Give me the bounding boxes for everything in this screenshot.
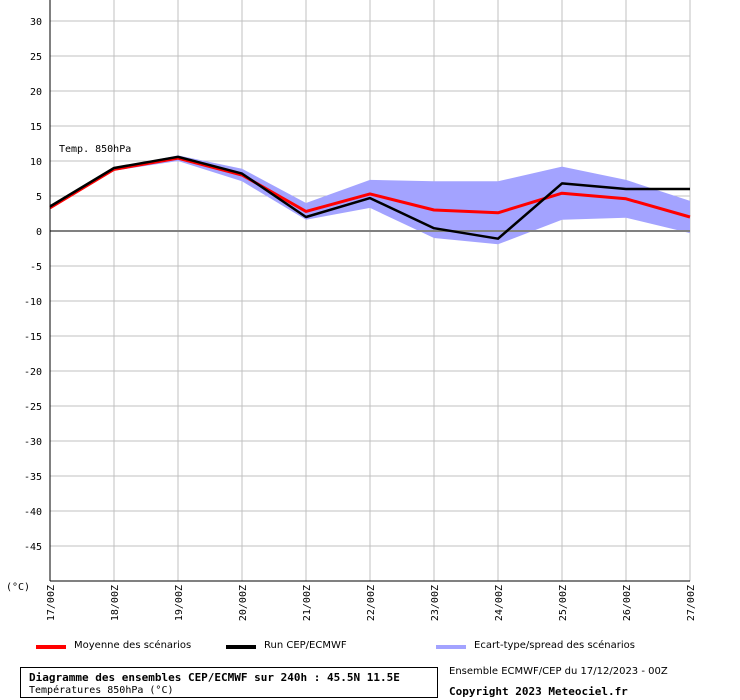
x-tick-label: 27/00Z [686, 585, 697, 621]
axes [49, 0, 690, 582]
y-tick-label: -15 [24, 332, 42, 343]
legend-spread-label: Ecart-type/spread des scénarios [474, 640, 635, 651]
run-series-line [49, 155, 690, 240]
x-tick-label: 18/00Z [110, 585, 121, 621]
y-tick-label: -40 [24, 507, 42, 518]
y-tick-label: 30 [30, 17, 42, 28]
y-tick-label: 0 [36, 227, 42, 238]
x-tick-label: 21/00Z [302, 585, 313, 621]
copyright: Copyright 2023 Meteociel.fr [449, 685, 628, 698]
x-tick-labels: 17/00Z 18/00Z 19/00Z 20/00Z 21/00Z 22/00Z 23/0… [46, 585, 697, 621]
y-tick-label: -30 [24, 437, 42, 448]
y-unit-label: (°C) [6, 582, 30, 593]
y-tick-label: -20 [24, 367, 42, 378]
info-box: Diagramme des ensembles CEP/ECMWF sur 24… [20, 667, 438, 698]
x-tick-label: 19/00Z [174, 585, 185, 621]
ensemble-chart: 30 25 20 15 10 5 0 -5 -10 -15 -20 -25 -30 -35 -40 -45 1… [6, 0, 697, 621]
y-tick-label: -5 [30, 262, 42, 273]
mean-series-line [49, 156, 691, 219]
y-tick-label: 25 [30, 52, 42, 63]
run-info: Ensemble ECMWF/CEP du 17/12/2023 - 00Z [449, 666, 668, 677]
x-tick-label: 24/00Z [494, 585, 505, 621]
x-tick-label: 22/00Z [366, 585, 377, 621]
legend-run-label: Run CEP/ECMWF [264, 640, 347, 651]
y-tick-label: -10 [24, 297, 42, 308]
y-tick-label: -35 [24, 472, 42, 483]
legend-mean-swatch [36, 645, 66, 649]
spread-band [50, 155, 690, 245]
x-tick-label: 25/00Z [558, 585, 569, 621]
y-tick-label: 20 [30, 87, 42, 98]
x-tick-label: 23/00Z [430, 585, 441, 621]
y-tick-label: 10 [30, 157, 42, 168]
legend-mean-label: Moyenne des scénarios [74, 640, 192, 651]
legend-spread-swatch [436, 645, 466, 649]
chart-annotation: Temp. 850hPa [59, 144, 131, 155]
diagram-subtitle: Températures 850hPa (°C) [29, 685, 174, 696]
diagram-title: Diagramme des ensembles CEP/ECMWF sur 24… [29, 671, 400, 684]
x-tick-label: 17/00Z [46, 585, 57, 621]
y-tick-label: 15 [30, 122, 42, 133]
y-tick-label: -25 [24, 402, 42, 413]
y-tick-label: 5 [36, 192, 42, 203]
y-tick-label: -45 [24, 542, 42, 553]
series-lines [49, 155, 691, 240]
y-tick-labels: 30 25 20 15 10 5 0 -5 -10 -15 -20 -25 -30 -35 -40 -45 [24, 17, 42, 553]
x-tick-label: 20/00Z [238, 585, 249, 621]
grid [50, 0, 691, 581]
x-tick-label: 26/00Z [622, 585, 633, 621]
legend-run-swatch [226, 645, 256, 649]
